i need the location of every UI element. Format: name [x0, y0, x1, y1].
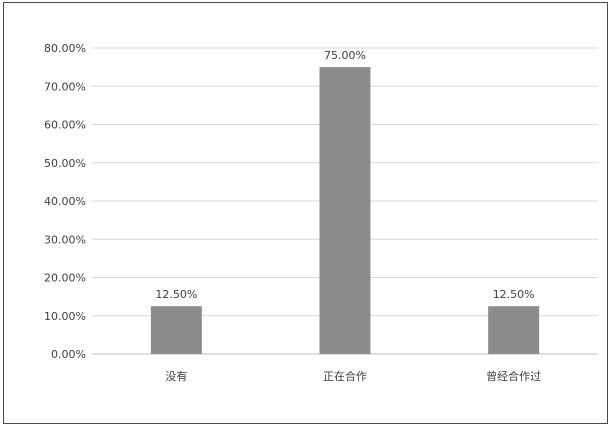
y-tick-label: 60.00% [44, 119, 86, 132]
bars [150, 67, 540, 354]
category-label: 曾经合作过 [486, 369, 541, 383]
data-label: 75.00% [324, 49, 366, 62]
y-tick-label: 30.00% [44, 233, 86, 246]
data-label: 12.50% [155, 288, 197, 301]
y-tick-label: 0.00% [51, 348, 86, 361]
data-labels: 12.50% 75.00% 12.50% [155, 49, 534, 301]
bar [319, 67, 371, 354]
bar-chart: 0.00% 10.00% 20.00% 30.00% 40.00% 50.00% 60.00… [44, 42, 598, 383]
category-label: 正在合作 [323, 369, 367, 383]
y-tick-label: 10.00% [44, 310, 86, 323]
y-axis-tick-labels: 0.00% 10.00% 20.00% 30.00% 40.00% 50.00% 60.00… [44, 42, 86, 361]
category-label: 没有 [165, 369, 187, 383]
bar [150, 306, 202, 354]
x-axis-category-labels: 没有 正在合作 曾经合作过 [165, 369, 541, 383]
data-label: 12.50% [493, 288, 535, 301]
y-tick-label: 40.00% [44, 195, 86, 208]
bar [488, 306, 540, 354]
y-tick-label: 70.00% [44, 80, 86, 93]
y-tick-label: 50.00% [44, 157, 86, 170]
y-tick-label: 20.00% [44, 272, 86, 285]
y-tick-label: 80.00% [44, 42, 86, 55]
